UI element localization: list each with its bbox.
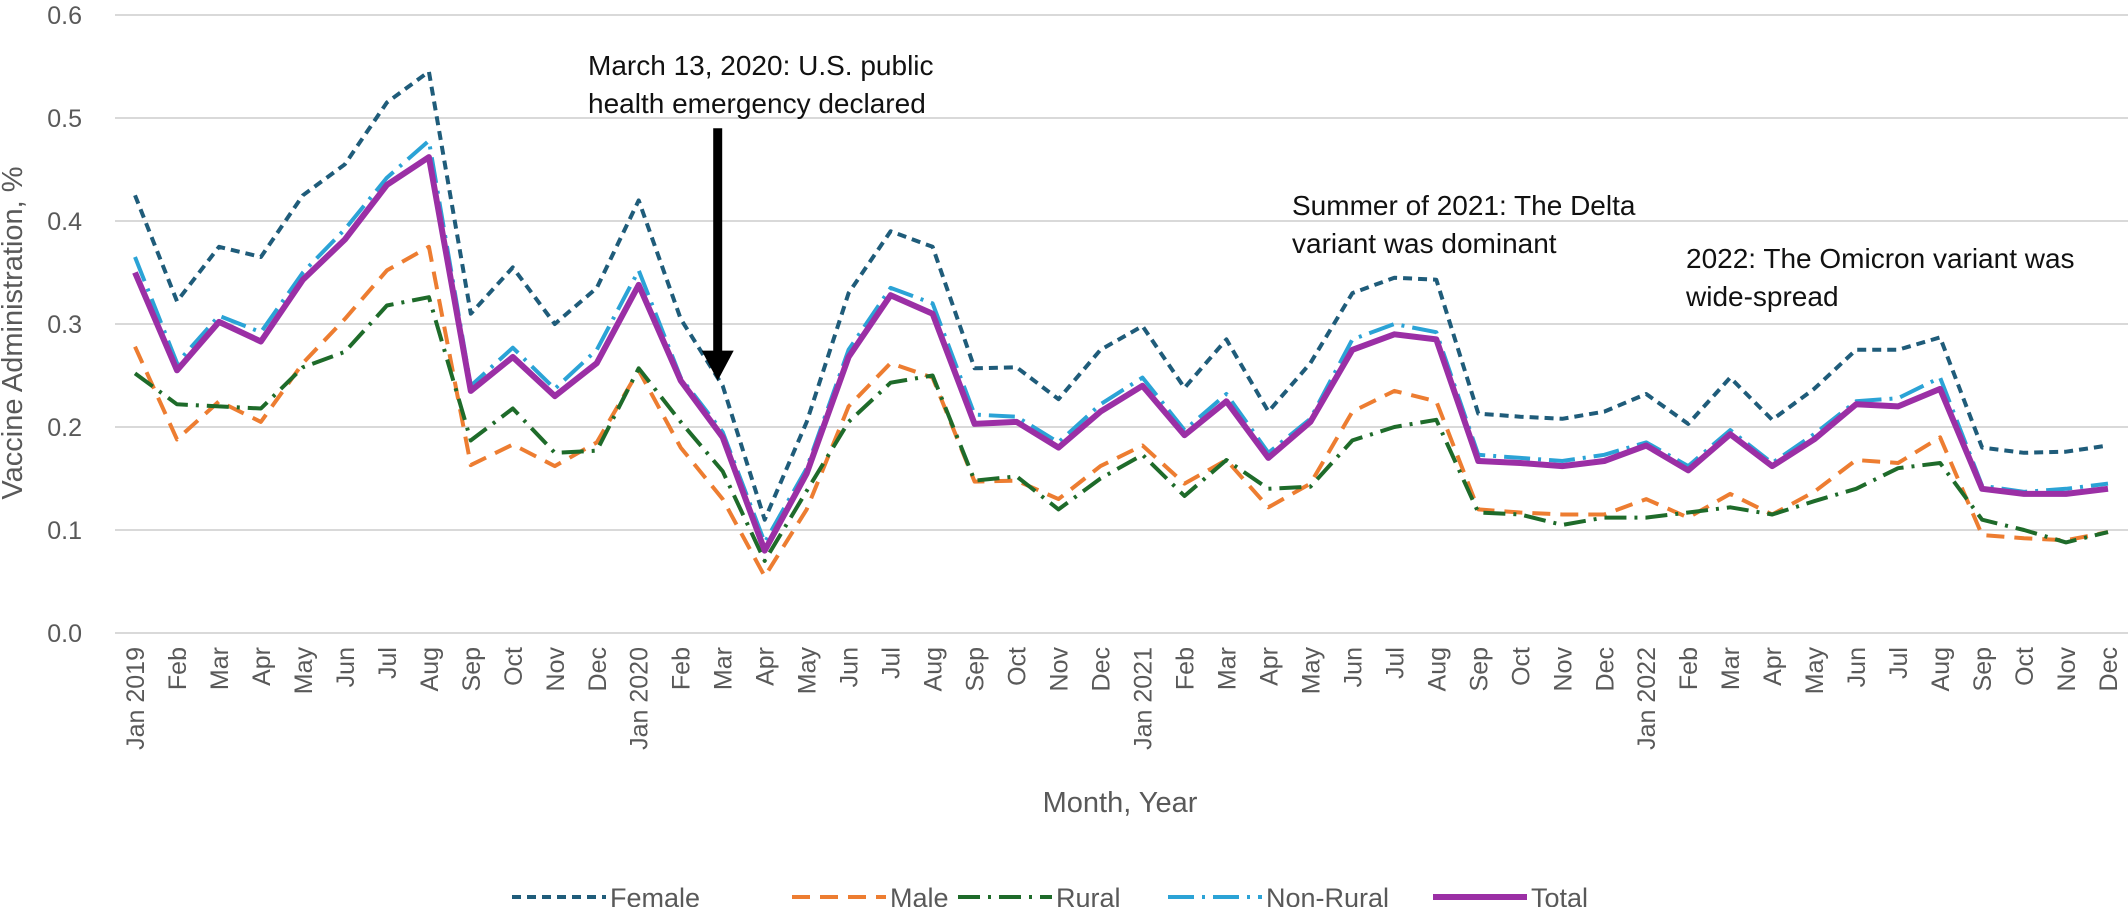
x-tick-label: Aug: [920, 647, 948, 691]
series-lines: [132, 69, 2109, 579]
y-axis-title: Vaccine Administration, %: [0, 166, 29, 499]
annotations: March 13, 2020: U.S. public health emerge…: [588, 50, 2075, 381]
legend: Female Male Rural Non-Rural Total: [512, 883, 1588, 907]
annotation-text: health emergency declared: [588, 88, 926, 119]
x-tick-label: Nov: [1549, 647, 1577, 692]
annotation-arrow-head: [701, 350, 734, 381]
y-tick-label: 0.4: [47, 208, 82, 236]
y-axis-ticks: 0.0 0.1 0.2 0.3 0.4 0.5 0.6: [47, 2, 82, 648]
x-tick-label: Feb: [1171, 647, 1199, 690]
x-tick-label: May: [290, 647, 318, 695]
x-tick-label: Jun: [332, 647, 360, 687]
series-line-non-rural: [133, 138, 2109, 545]
x-tick-label: May: [794, 647, 822, 695]
x-tick-label: Feb: [164, 647, 192, 690]
x-tick-label: Sep: [1969, 647, 1997, 691]
x-tick-label: Jan 2022: [1633, 647, 1661, 750]
x-tick-label: Nov: [542, 647, 570, 692]
x-tick-label: Apr: [1759, 647, 1787, 686]
x-tick-label: Mar: [710, 647, 738, 690]
series-line-rural: [133, 295, 2109, 563]
x-tick-label: Aug: [1927, 647, 1955, 691]
legend-label: Non-Rural: [1266, 883, 1389, 907]
y-tick-label: 0.5: [47, 105, 82, 133]
x-tick-label: Jan 2021: [1129, 647, 1157, 750]
x-tick-label: Sep: [962, 647, 990, 691]
x-tick-label: Jul: [1381, 647, 1409, 679]
x-tick-label: Jun: [1843, 647, 1871, 687]
x-tick-label: Mar: [1213, 647, 1241, 690]
x-tick-label: Dec: [1088, 647, 1116, 691]
y-tick-label: 0.1: [47, 517, 82, 545]
annotation-text: wide-spread: [1685, 281, 1839, 312]
x-tick-label: Apr: [248, 647, 276, 686]
x-tick-label: Mar: [1717, 647, 1745, 690]
x-tick-label: Oct: [1004, 647, 1032, 686]
annotation-text: 2022: The Omicron variant was: [1686, 243, 2075, 274]
legend-label: Rural: [1056, 883, 1121, 907]
series-line-female: [133, 69, 2109, 522]
legend-label: Total: [1531, 883, 1588, 907]
y-tick-label: 0.6: [47, 2, 82, 30]
x-tick-label: Dec: [584, 647, 612, 691]
x-tick-label: Aug: [416, 647, 444, 691]
x-tick-label: Oct: [2011, 647, 2039, 686]
y-tick-label: 0.2: [47, 414, 82, 442]
x-tick-label: Feb: [668, 647, 696, 690]
x-tick-label: Jul: [878, 647, 906, 679]
x-tick-label: Mar: [206, 647, 234, 690]
x-tick-label: Oct: [1507, 647, 1535, 686]
x-tick-label: Aug: [1423, 647, 1451, 691]
x-axis-title: Month, Year: [1043, 787, 1198, 819]
x-tick-label: Oct: [500, 647, 528, 686]
series-line-total: [132, 154, 2109, 554]
annotation-text: variant was dominant: [1292, 228, 1557, 259]
x-tick-label: May: [1297, 647, 1325, 695]
x-tick-label: May: [1801, 647, 1829, 695]
x-axis-ticks: Jan 2019 Feb Mar Apr May Jun Jul Aug Sep Oct Nov De…: [122, 647, 2123, 750]
x-tick-label: Jun: [836, 647, 864, 687]
x-tick-label: Nov: [1046, 647, 1074, 692]
legend-label: Male: [890, 883, 949, 907]
x-tick-label: Dec: [1591, 647, 1619, 691]
x-tick-label: Apr: [1255, 647, 1283, 686]
x-tick-label: Dec: [2095, 647, 2123, 691]
annotation-text: March 13, 2020: U.S. public: [588, 50, 934, 81]
x-tick-label: Feb: [1675, 647, 1703, 690]
x-tick-label: Jul: [1885, 647, 1913, 679]
x-tick-label: Jan 2019: [122, 647, 150, 750]
legend-label: Female: [610, 883, 700, 907]
x-tick-label: Nov: [2053, 647, 2081, 692]
gridlines: [115, 14, 2128, 634]
y-tick-label: 0.0: [47, 620, 82, 648]
x-tick-label: Sep: [458, 647, 486, 691]
x-tick-label: Sep: [1465, 647, 1493, 691]
annotation-text: Summer of 2021: The Delta: [1292, 190, 1636, 221]
x-tick-label: Jul: [374, 647, 402, 679]
x-tick-label: Jan 2020: [626, 647, 654, 750]
y-tick-label: 0.3: [47, 311, 82, 339]
x-tick-label: Apr: [752, 647, 780, 686]
x-tick-label: Jun: [1339, 647, 1367, 687]
